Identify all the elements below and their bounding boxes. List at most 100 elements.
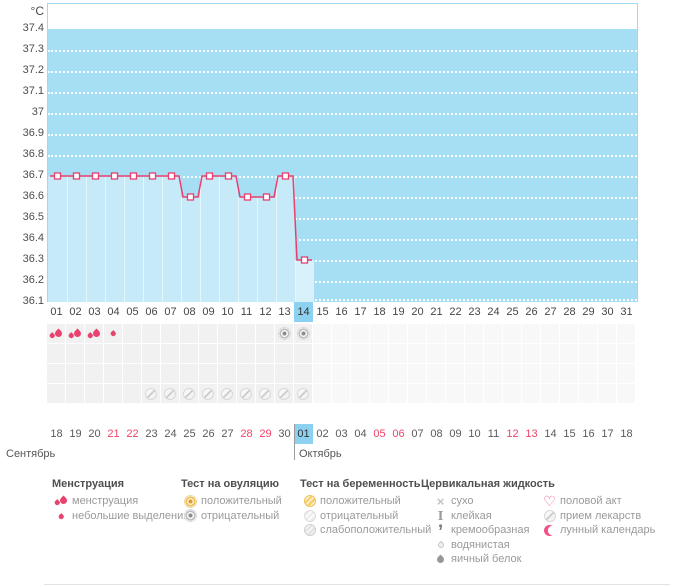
symptom-cell[interactable] xyxy=(218,324,237,344)
cycle-day-cell[interactable]: 06 xyxy=(145,306,158,318)
symptom-cell[interactable] xyxy=(180,384,199,404)
symptom-cell[interactable] xyxy=(237,324,256,344)
cycle-day-cell[interactable]: 30 xyxy=(601,306,614,318)
symptom-cell[interactable] xyxy=(598,324,617,344)
calendar-date-cell[interactable]: 21 xyxy=(107,428,120,440)
calendar-date-cell[interactable]: 17 xyxy=(601,428,614,440)
symptom-cell[interactable] xyxy=(503,364,522,384)
symptom-cell[interactable] xyxy=(541,384,560,404)
symptom-cell[interactable] xyxy=(142,344,161,364)
symptom-cell[interactable] xyxy=(503,384,522,404)
symptom-cell[interactable] xyxy=(218,344,237,364)
symptom-cell[interactable] xyxy=(427,324,446,344)
calendar-date-cell[interactable]: 01 xyxy=(294,424,313,444)
symptom-cell[interactable] xyxy=(446,384,465,404)
symptom-cell[interactable] xyxy=(104,364,123,384)
cycle-day-cell[interactable]: 16 xyxy=(335,306,348,318)
symptom-cell[interactable] xyxy=(579,344,598,364)
symptom-cell[interactable] xyxy=(161,364,180,384)
symptom-cell[interactable] xyxy=(47,384,66,404)
symptom-cell[interactable] xyxy=(370,324,389,344)
cycle-day-cell[interactable]: 10 xyxy=(221,306,234,318)
symptom-cell[interactable] xyxy=(351,324,370,344)
symptom-cell[interactable] xyxy=(370,344,389,364)
symptom-cell[interactable] xyxy=(617,344,636,364)
calendar-date-cell[interactable]: 12 xyxy=(506,428,519,440)
calendar-date-cell[interactable]: 02 xyxy=(316,428,329,440)
calendar-date-cell[interactable]: 09 xyxy=(449,428,462,440)
calendar-date-cell[interactable]: 06 xyxy=(392,428,405,440)
symptom-cell[interactable] xyxy=(427,344,446,364)
cycle-day-cell[interactable]: 22 xyxy=(449,306,462,318)
symptom-cell[interactable] xyxy=(484,364,503,384)
symptom-cell[interactable] xyxy=(560,364,579,384)
symptom-cell[interactable] xyxy=(199,344,218,364)
calendar-date-cell[interactable]: 11 xyxy=(487,428,500,440)
cycle-day-cell[interactable]: 11 xyxy=(240,306,253,318)
symptom-cell[interactable] xyxy=(85,344,104,364)
symptom-cell[interactable] xyxy=(617,364,636,384)
symptom-cell[interactable] xyxy=(408,364,427,384)
calendar-date-cell[interactable]: 16 xyxy=(582,428,595,440)
symptom-cell[interactable] xyxy=(465,324,484,344)
cycle-day-cell[interactable]: 13 xyxy=(278,306,291,318)
symptom-cell[interactable] xyxy=(522,324,541,344)
calendar-date-cell[interactable]: 18 xyxy=(620,428,633,440)
calendar-date-cell[interactable]: 30 xyxy=(278,428,291,440)
symptom-cell[interactable] xyxy=(370,384,389,404)
calendar-date-cell[interactable]: 14 xyxy=(544,428,557,440)
calendar-date-cell[interactable]: 03 xyxy=(335,428,348,440)
symptom-cell[interactable] xyxy=(237,344,256,364)
symptom-cell[interactable] xyxy=(199,324,218,344)
calendar-date-cell[interactable]: 08 xyxy=(430,428,443,440)
symptom-cell[interactable] xyxy=(294,344,313,364)
symptom-cell[interactable] xyxy=(332,384,351,404)
calendar-date-cell[interactable]: 19 xyxy=(69,428,82,440)
symptom-cell[interactable] xyxy=(351,364,370,384)
symptom-cell[interactable] xyxy=(275,324,294,344)
symptom-cell[interactable] xyxy=(541,344,560,364)
symptom-cell[interactable] xyxy=(541,324,560,344)
symptom-cell[interactable] xyxy=(180,324,199,344)
symptom-cell[interactable] xyxy=(598,384,617,404)
symptom-cell[interactable] xyxy=(256,384,275,404)
calendar-date-cell[interactable]: 05 xyxy=(373,428,386,440)
symptom-cell[interactable] xyxy=(237,364,256,384)
calendar-date-cell[interactable]: 20 xyxy=(88,428,101,440)
calendar-date-cell[interactable]: 07 xyxy=(411,428,424,440)
symptom-cell[interactable] xyxy=(161,324,180,344)
calendar-date-cell[interactable]: 10 xyxy=(468,428,481,440)
symptom-cell[interactable] xyxy=(617,324,636,344)
symptom-cell[interactable] xyxy=(85,324,104,344)
calendar-date-cell[interactable]: 22 xyxy=(126,428,139,440)
symptom-cell[interactable] xyxy=(47,324,66,344)
symptom-cell[interactable] xyxy=(313,324,332,344)
symptom-cell[interactable] xyxy=(560,324,579,344)
cycle-day-cell[interactable]: 17 xyxy=(354,306,367,318)
symptom-cell[interactable] xyxy=(294,324,313,344)
symptom-cell[interactable] xyxy=(465,344,484,364)
cycle-day-cell[interactable]: 23 xyxy=(468,306,481,318)
symptom-cell[interactable] xyxy=(218,384,237,404)
symptom-cell[interactable] xyxy=(123,324,142,344)
symptom-cell[interactable] xyxy=(522,364,541,384)
calendar-date-cell[interactable]: 04 xyxy=(354,428,367,440)
symptom-cell[interactable] xyxy=(199,364,218,384)
cycle-day-cell[interactable]: 09 xyxy=(202,306,215,318)
calendar-date-cell[interactable]: 13 xyxy=(525,428,538,440)
cycle-day-cell[interactable]: 26 xyxy=(525,306,538,318)
cycle-day-cell[interactable]: 27 xyxy=(544,306,557,318)
cycle-day-cell[interactable]: 03 xyxy=(88,306,101,318)
cycle-day-cell[interactable]: 07 xyxy=(164,306,177,318)
calendar-date-cell[interactable]: 23 xyxy=(145,428,158,440)
symptom-cell[interactable] xyxy=(313,344,332,364)
symptom-cell[interactable] xyxy=(294,364,313,384)
calendar-date-cell[interactable]: 24 xyxy=(164,428,177,440)
symptom-cell[interactable] xyxy=(66,384,85,404)
symptom-cell[interactable] xyxy=(313,384,332,404)
symptom-cell[interactable] xyxy=(218,364,237,384)
symptom-cell[interactable] xyxy=(85,384,104,404)
symptom-cell[interactable] xyxy=(484,344,503,364)
cycle-day-cell[interactable]: 19 xyxy=(392,306,405,318)
symptom-cell[interactable] xyxy=(427,364,446,384)
